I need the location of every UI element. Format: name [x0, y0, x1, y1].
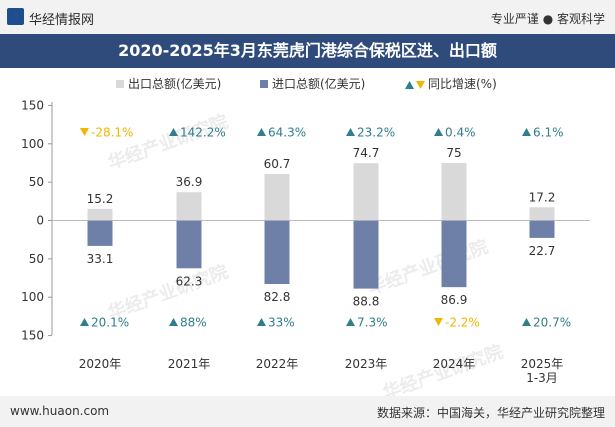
export-growth-up-icon [346, 128, 355, 136]
import-growth-up-icon [169, 318, 178, 326]
export-growth-label: 0.4% [445, 126, 476, 140]
growth-markers: -28.1% 142.2% 64.3% 23.2% 0.4% 6.1% 20.1% 88% 33… [80, 126, 571, 330]
bars [87, 162, 555, 289]
footer-bar: www.huaon.com 数据来源：中国海关，华经产业研究院整理 [0, 396, 615, 427]
export-growth-up-icon [257, 128, 266, 136]
export-bar [441, 162, 467, 221]
import-value-label: 62.3 [176, 274, 203, 288]
export-bar [353, 163, 379, 221]
import-bar [441, 220, 467, 288]
watermark-1: 华经产业研究院 [365, 235, 491, 299]
y-tick-label: 100 [21, 137, 44, 151]
import-value-label: 86.9 [441, 293, 468, 307]
import-growth-up-icon [522, 318, 531, 326]
import-bar [353, 220, 379, 289]
legend-export: 出口总额(亿美元) [128, 76, 221, 91]
export-growth-label: -28.1% [91, 126, 133, 140]
title-bar: 2020-2025年3月东莞虎门港综合保税区进、出口额 [0, 34, 615, 68]
import-growth-up-icon [80, 318, 89, 326]
import-value-label: 22.7 [529, 244, 556, 258]
import-value-label: 82.8 [264, 290, 291, 304]
site-url: www.huaon.com [10, 404, 110, 418]
export-growth-up-icon [169, 128, 178, 136]
import-growth-label: 33% [268, 316, 295, 330]
import-growth-label: 88% [180, 316, 207, 330]
legend-swatch-export [116, 80, 124, 88]
y-tick-label: 50 [29, 252, 44, 266]
export-bar [264, 173, 290, 221]
export-growth-up-icon [434, 128, 443, 136]
logo-icon [7, 8, 24, 25]
legend-down-icon [416, 81, 425, 89]
import-growth-label: 20.7% [533, 316, 571, 330]
import-growth-up-icon [257, 318, 266, 326]
export-value-label: 36.9 [176, 175, 203, 189]
y-tick-label: 150 [21, 329, 44, 343]
import-growth-up-icon [346, 318, 355, 326]
slogan: 专业严谨 ● 客观科学 [490, 12, 605, 26]
chart-title: 2020-2025年3月东莞虎门港综合保税区进、出口额 [118, 41, 497, 60]
import-growth-label: 20.1% [91, 316, 129, 330]
watermark-0: 华经产业研究院 [105, 110, 231, 174]
export-growth-label: 142.2% [180, 126, 226, 140]
x-category-label: 2021年 [168, 357, 211, 371]
export-value-label: 17.2 [529, 190, 556, 204]
export-value-label: 74.7 [353, 146, 380, 160]
export-growth-down-icon [80, 128, 89, 136]
x-category-label: 2023年 [345, 357, 388, 371]
x-category-label: 1-3月 [526, 371, 558, 385]
y-tick-label: 100 [21, 290, 44, 304]
export-growth-label: 23.2% [357, 126, 395, 140]
y-tick-label: 0 [36, 214, 44, 228]
import-growth-down-icon [434, 318, 443, 326]
import-bar [87, 220, 113, 246]
x-category-label: 2020年 [79, 357, 122, 371]
legend-swatch-import [260, 80, 268, 88]
export-bar [176, 192, 202, 221]
data-source: 数据来源：中国海关，华经产业研究院整理 [376, 406, 605, 420]
export-bar [87, 208, 113, 221]
import-bar [264, 220, 290, 285]
legend-import: 进口总额(亿美元) [272, 76, 365, 91]
top-banner: 华经情报网 专业严谨 ● 客观科学 [0, 0, 615, 34]
export-growth-up-icon [522, 128, 531, 136]
legend-up-icon [405, 81, 414, 89]
export-value-label: 60.7 [264, 157, 291, 171]
import-bar [529, 220, 555, 238]
legend-growth: 同比增速(%) [428, 77, 497, 91]
x-category-label: 2025年 [521, 357, 564, 371]
x-category-label: 2022年 [256, 357, 299, 371]
export-growth-label: 64.3% [268, 126, 306, 140]
y-axis: 150 100 50 0 50 100 150 [21, 98, 590, 343]
export-value-label: 15.2 [87, 192, 114, 206]
brand-name: 华经情报网 [29, 13, 95, 28]
y-tick-label: 150 [21, 98, 44, 112]
y-tick-label: 50 [29, 175, 44, 189]
legend: 出口总额(亿美元) 进口总额(亿美元) 同比增速(%) [116, 76, 497, 91]
data-labels: 15.2 33.1 36.9 62.3 60.7 82.8 74.7 88.8 75 86.9 17… [87, 146, 556, 309]
import-value-label: 88.8 [353, 295, 380, 309]
export-growth-label: 6.1% [533, 126, 564, 140]
import-growth-label: 7.3% [357, 316, 388, 330]
export-bar [529, 207, 555, 221]
import-bar [176, 220, 202, 269]
import-value-label: 33.1 [87, 252, 114, 266]
import-growth-label: -2.2% [445, 316, 480, 330]
export-value-label: 75 [446, 146, 461, 160]
x-category-label: 2024年 [433, 357, 476, 371]
